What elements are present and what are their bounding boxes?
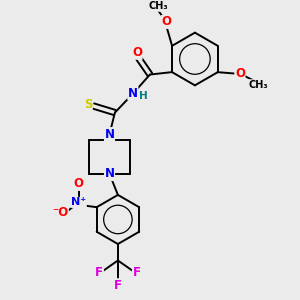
Text: CH₃: CH₃ xyxy=(248,80,268,90)
Text: O: O xyxy=(162,15,172,28)
Text: O: O xyxy=(235,67,245,80)
Text: F: F xyxy=(133,266,140,279)
Text: N⁺: N⁺ xyxy=(71,197,86,207)
Text: O: O xyxy=(132,46,142,59)
Text: H: H xyxy=(139,91,147,100)
Text: F: F xyxy=(114,279,122,292)
Text: O: O xyxy=(74,177,84,190)
Text: CH₃: CH₃ xyxy=(148,1,168,11)
Text: ⁻O: ⁻O xyxy=(52,206,68,219)
Text: F: F xyxy=(95,266,103,279)
Text: N: N xyxy=(128,87,138,100)
Text: N: N xyxy=(104,167,115,181)
Text: N: N xyxy=(104,128,115,141)
Text: S: S xyxy=(84,98,92,111)
